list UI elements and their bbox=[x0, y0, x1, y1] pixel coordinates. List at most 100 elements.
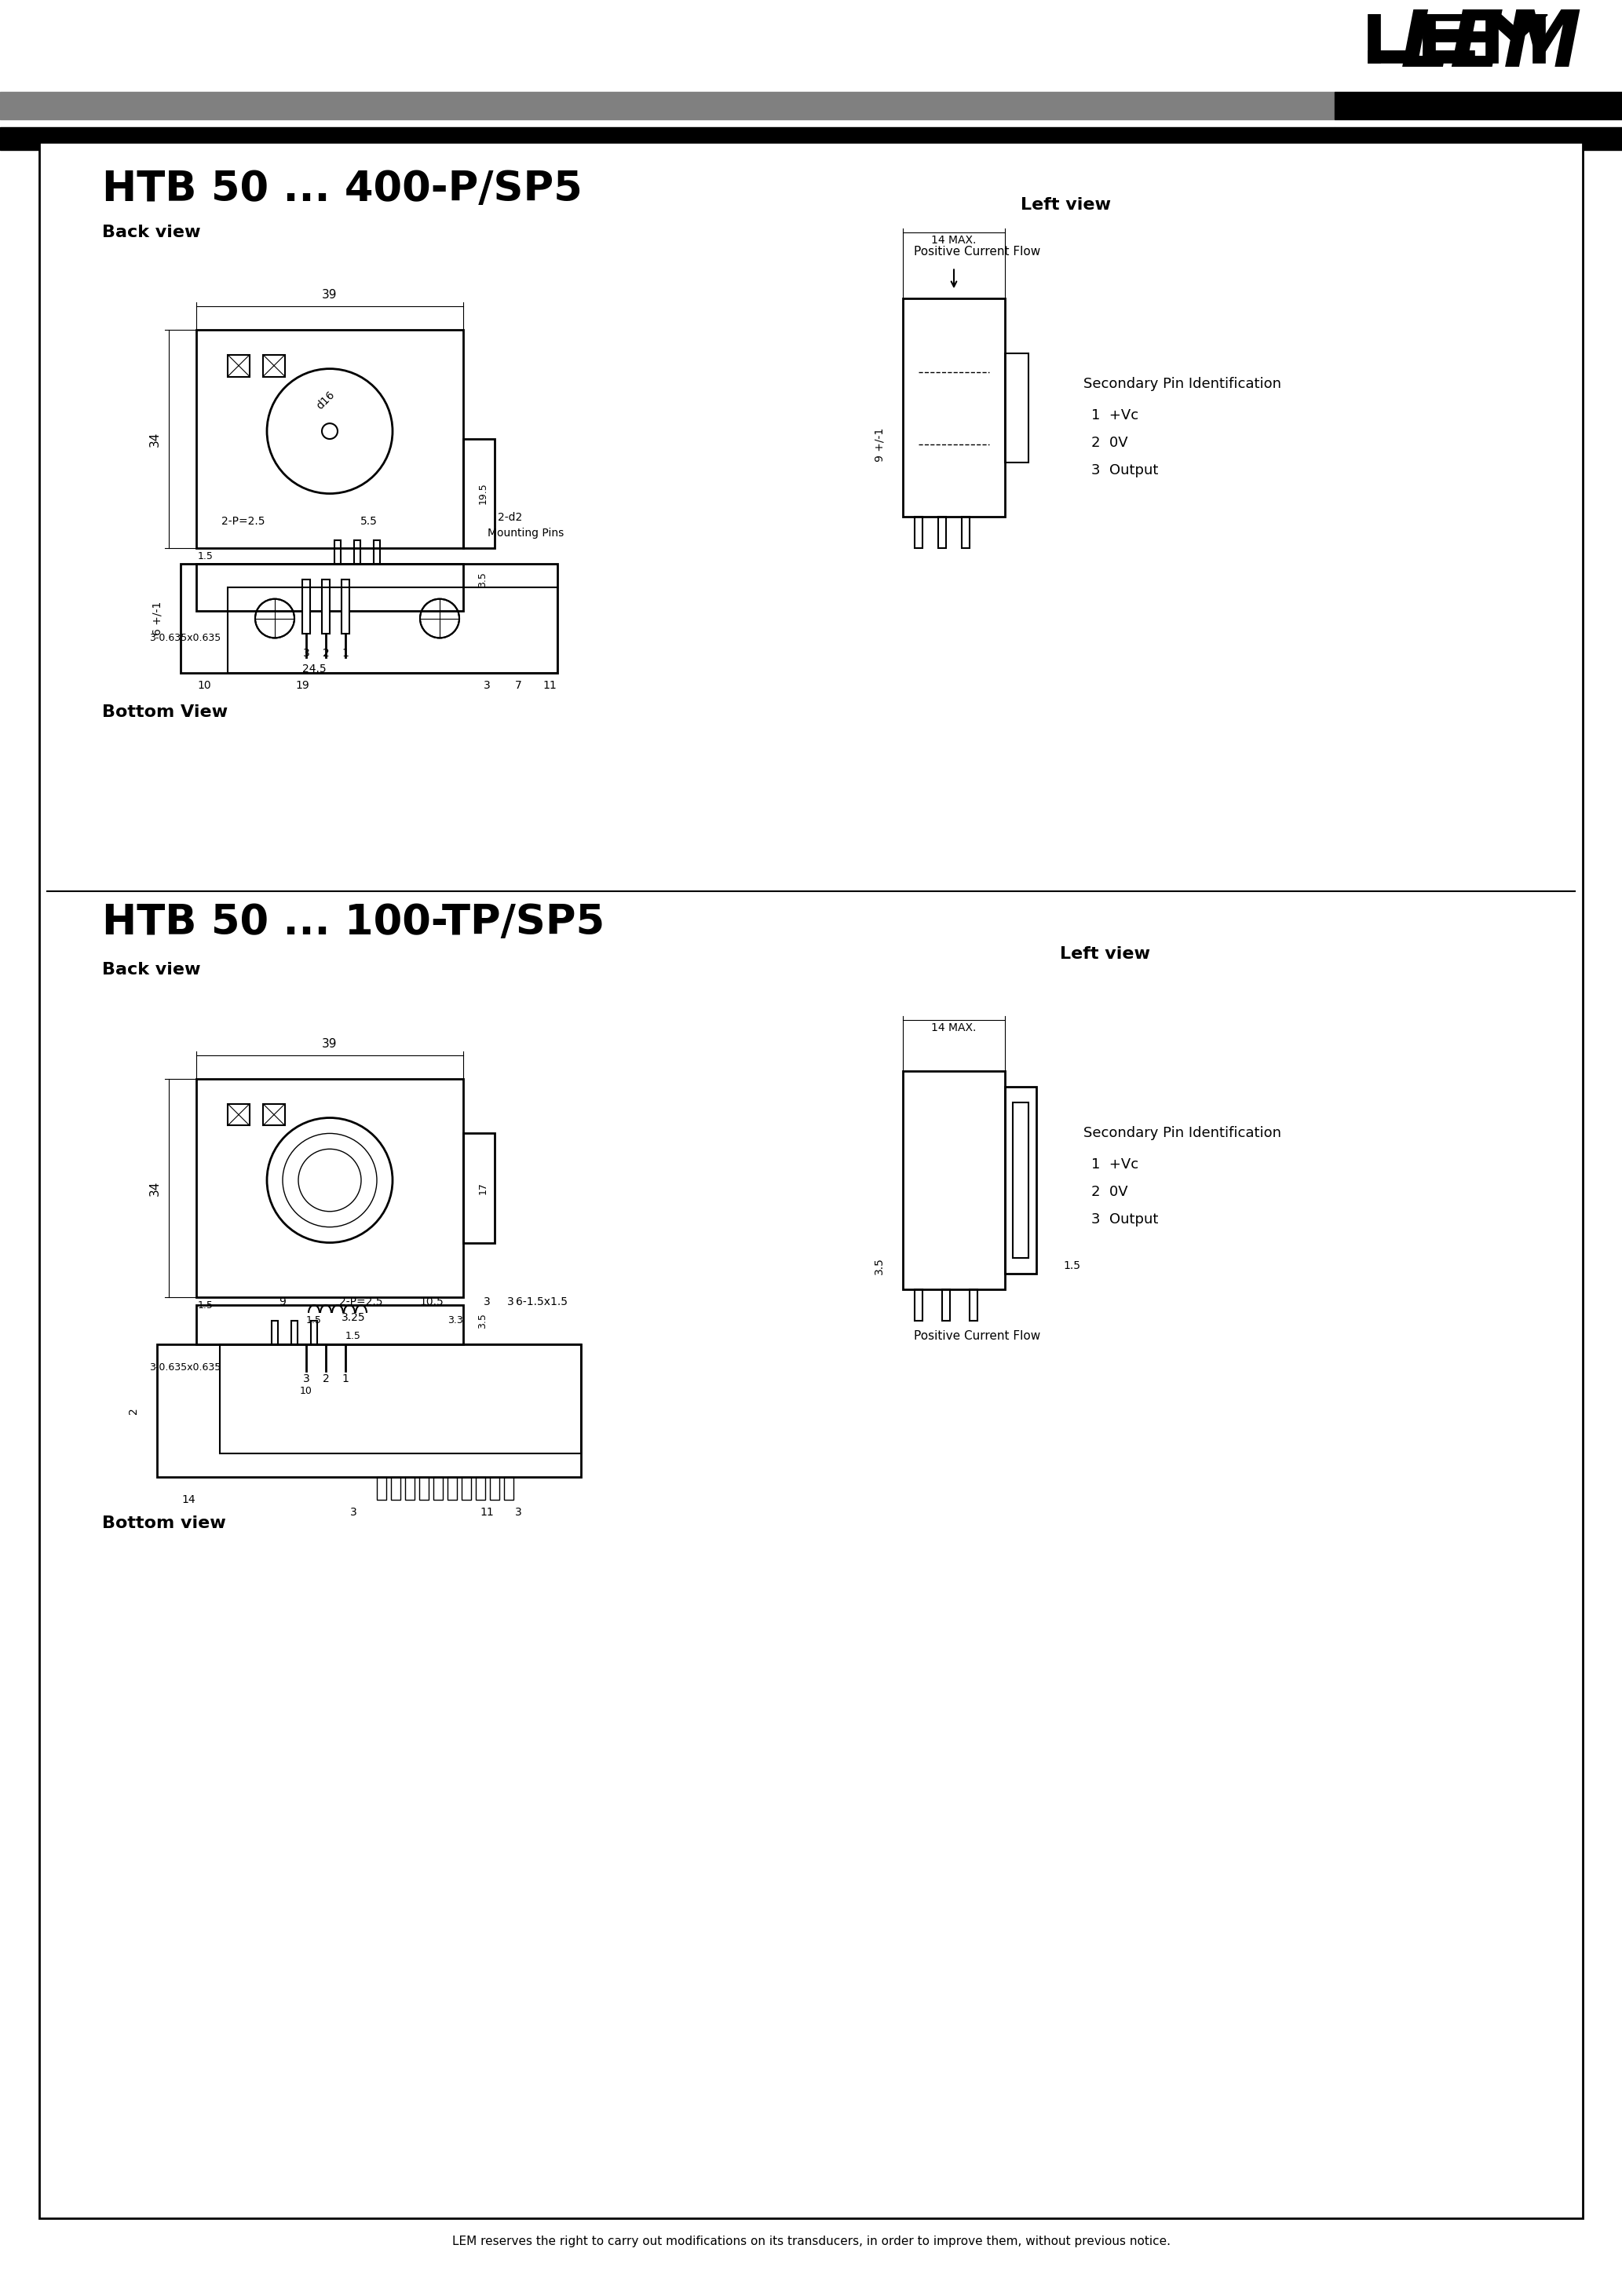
Text: 1  +Vc: 1 +Vc bbox=[1092, 1157, 1139, 1171]
Bar bbox=[464, 1134, 495, 1242]
Text: 14 MAX.: 14 MAX. bbox=[931, 1022, 976, 1033]
Bar bbox=[263, 1104, 285, 1125]
Text: 19: 19 bbox=[295, 680, 310, 691]
Bar bbox=[334, 540, 341, 565]
Text: 3.25: 3.25 bbox=[341, 1311, 365, 1322]
Bar bbox=[302, 579, 310, 634]
Bar bbox=[0, 92, 1335, 119]
Bar bbox=[196, 565, 464, 611]
Text: 34: 34 bbox=[149, 1180, 161, 1196]
Bar bbox=[342, 579, 349, 634]
Bar bbox=[263, 354, 285, 377]
Text: 10: 10 bbox=[300, 1387, 313, 1396]
Text: 6-1.5x1.5: 6-1.5x1.5 bbox=[516, 1297, 568, 1306]
Bar bbox=[1006, 1086, 1036, 1274]
Text: 11: 11 bbox=[480, 1506, 493, 1518]
Bar bbox=[433, 1476, 443, 1499]
Text: 6 +/-1: 6 +/-1 bbox=[151, 602, 162, 636]
Text: 5.5: 5.5 bbox=[360, 517, 378, 528]
Bar bbox=[354, 540, 360, 565]
Text: 2: 2 bbox=[128, 1407, 139, 1414]
Bar bbox=[1335, 92, 1622, 119]
Text: 3  Output: 3 Output bbox=[1092, 1212, 1158, 1226]
Bar bbox=[464, 439, 495, 549]
Text: 1.5: 1.5 bbox=[198, 551, 214, 560]
Text: 3: 3 bbox=[303, 1373, 310, 1384]
Text: 3: 3 bbox=[350, 1506, 357, 1518]
Text: 19.5: 19.5 bbox=[478, 482, 488, 505]
Text: Mounting Pins: Mounting Pins bbox=[488, 528, 564, 540]
Bar bbox=[196, 1304, 464, 1343]
Bar bbox=[418, 1476, 428, 1499]
Bar bbox=[311, 1320, 318, 1343]
Text: 1.5: 1.5 bbox=[345, 1332, 362, 1341]
Text: Positive Current Flow: Positive Current Flow bbox=[915, 246, 1041, 257]
Text: Back view: Back view bbox=[102, 962, 201, 978]
Text: 3.3: 3.3 bbox=[448, 1316, 464, 1325]
Text: 3-0.635x0.635: 3-0.635x0.635 bbox=[149, 1362, 221, 1373]
Text: 1.5: 1.5 bbox=[307, 1316, 321, 1325]
Text: 11: 11 bbox=[543, 680, 556, 691]
Text: 2-P=2.5: 2-P=2.5 bbox=[222, 517, 264, 528]
Text: 2  0V: 2 0V bbox=[1092, 1185, 1127, 1199]
Text: 1: 1 bbox=[342, 1373, 349, 1384]
Text: 10.5: 10.5 bbox=[420, 1297, 444, 1306]
Bar bbox=[490, 1476, 500, 1499]
Text: 39: 39 bbox=[323, 289, 337, 301]
Text: 2-d2: 2-d2 bbox=[498, 512, 522, 523]
Bar bbox=[903, 298, 1006, 517]
Text: 39: 39 bbox=[323, 1038, 337, 1049]
Text: Bottom view: Bottom view bbox=[102, 1515, 225, 1531]
Text: Secondary Pin Identification: Secondary Pin Identification bbox=[1083, 377, 1281, 390]
Text: 1.5: 1.5 bbox=[198, 1300, 214, 1311]
Bar bbox=[196, 1079, 464, 1297]
Bar bbox=[970, 1290, 978, 1320]
Text: 9: 9 bbox=[279, 1297, 285, 1306]
Text: 7: 7 bbox=[514, 680, 522, 691]
Bar bbox=[448, 1476, 457, 1499]
Text: Positive Current Flow: Positive Current Flow bbox=[915, 1329, 1041, 1343]
Bar bbox=[196, 331, 464, 549]
Text: 3: 3 bbox=[303, 647, 310, 659]
Bar bbox=[406, 1476, 415, 1499]
Text: 3.5: 3.5 bbox=[874, 1258, 884, 1274]
Text: 2: 2 bbox=[323, 647, 329, 659]
Bar bbox=[462, 1476, 470, 1499]
Bar bbox=[292, 1320, 297, 1343]
Bar bbox=[1335, 126, 1622, 149]
Text: Left view: Left view bbox=[1059, 946, 1150, 962]
Bar bbox=[915, 517, 923, 549]
Text: 24.5: 24.5 bbox=[302, 664, 326, 675]
Bar bbox=[942, 1290, 950, 1320]
Text: Bottom View: Bottom View bbox=[102, 705, 227, 721]
Text: LEM reserves the right to carry out modifications on its transducers, in order t: LEM reserves the right to carry out modi… bbox=[453, 2236, 1169, 2248]
Text: 3: 3 bbox=[483, 1297, 490, 1306]
Text: LEM: LEM bbox=[1401, 7, 1583, 83]
Text: Left view: Left view bbox=[1020, 197, 1111, 214]
Text: HTB 50 ... 100-TP/SP5: HTB 50 ... 100-TP/SP5 bbox=[102, 902, 605, 944]
Bar bbox=[475, 1476, 485, 1499]
Text: d16: d16 bbox=[315, 388, 337, 411]
Text: 10: 10 bbox=[198, 680, 211, 691]
Bar bbox=[1012, 1102, 1028, 1258]
Bar bbox=[0, 126, 1335, 149]
Bar bbox=[391, 1476, 401, 1499]
Bar bbox=[938, 517, 946, 549]
Bar bbox=[180, 565, 558, 673]
Bar bbox=[376, 1476, 386, 1499]
Text: 3.5: 3.5 bbox=[478, 1313, 488, 1329]
Text: 3  Output: 3 Output bbox=[1092, 464, 1158, 478]
Bar bbox=[221, 1343, 581, 1453]
Bar bbox=[504, 1476, 514, 1499]
Text: HTB 50 ... 400-P/SP5: HTB 50 ... 400-P/SP5 bbox=[102, 170, 582, 209]
Text: 3: 3 bbox=[483, 680, 490, 691]
Bar bbox=[227, 588, 558, 673]
Bar bbox=[903, 1070, 1006, 1290]
Text: 2: 2 bbox=[323, 1373, 329, 1384]
Text: 14 MAX.: 14 MAX. bbox=[931, 234, 976, 246]
Text: 3: 3 bbox=[506, 1297, 514, 1306]
Bar bbox=[1006, 354, 1028, 461]
Bar bbox=[227, 354, 250, 377]
Text: 3-0.635x0.635: 3-0.635x0.635 bbox=[149, 634, 221, 643]
Text: Secondary Pin Identification: Secondary Pin Identification bbox=[1083, 1127, 1281, 1141]
